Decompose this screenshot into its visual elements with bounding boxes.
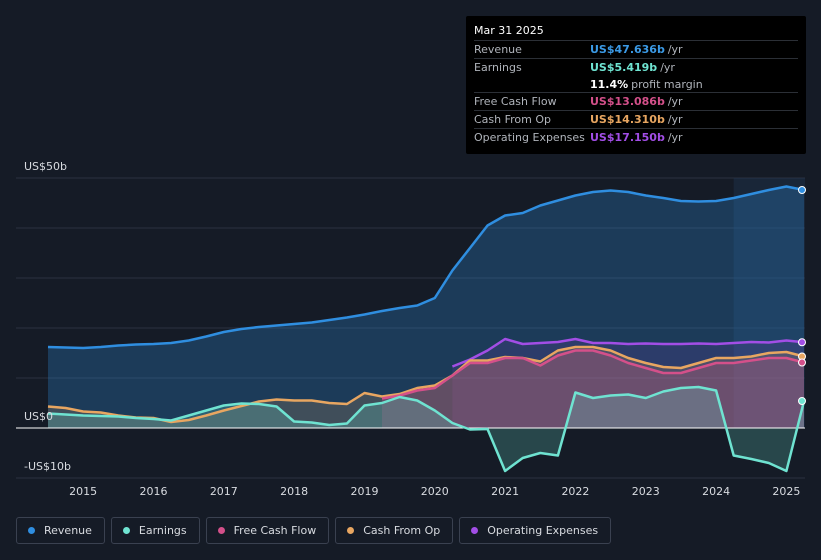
grid-lines xyxy=(16,177,805,479)
tooltip-unit: /yr xyxy=(667,95,683,108)
legend-dot xyxy=(471,527,479,534)
legend-dot xyxy=(122,527,130,534)
x-tick-label: 2015 xyxy=(69,485,97,498)
area-revenue xyxy=(48,186,804,428)
tooltip-row-fcf: Free Cash Flow US$13.086b /yr xyxy=(474,92,798,110)
x-tick-label: 2023 xyxy=(632,485,660,498)
chart-canvas: 2015 2016 2017 2018 2019 2020 2021 2022 2023 2024… xyxy=(16,177,806,498)
tooltip-row-opex: Operating Expenses US$17.150b /yr xyxy=(474,128,798,146)
legend-dot xyxy=(347,527,355,534)
tooltip-label: Free Cash Flow xyxy=(474,95,557,108)
x-tick-label: 2022 xyxy=(561,485,589,498)
x-tick-label: 2016 xyxy=(139,485,167,498)
tooltip-value: US$13.086b xyxy=(590,95,665,108)
x-axis-ticks: 2015 2016 2017 2018 2019 2020 2021 2022 2023 2024… xyxy=(69,485,800,498)
tooltip-unit: profit margin xyxy=(631,77,703,91)
tooltip-label: Earnings xyxy=(474,61,522,74)
data-tooltip: Mar 31 2025 Revenue US$47.636b /yr Earni… xyxy=(466,16,806,154)
legend-label: Cash From Op xyxy=(363,524,441,537)
y-tick-label-zero: US$0 xyxy=(24,410,54,423)
end-dot-operating-expenses xyxy=(798,338,806,347)
tooltip-unit: /yr xyxy=(667,131,683,144)
legend-item-earnings[interactable]: Earnings xyxy=(110,517,200,544)
chart-legend: Revenue Earnings Free Cash Flow Cash Fro… xyxy=(16,517,612,544)
legend-item-free-cash-flow[interactable]: Free Cash Flow xyxy=(205,517,330,544)
line-revenue xyxy=(47,185,805,350)
legend-item-cash-from-op[interactable]: Cash From Op xyxy=(335,517,454,544)
y-tick-label-top: US$50b xyxy=(24,160,68,173)
end-dot-free-cash-flow xyxy=(798,358,806,367)
forecast-region xyxy=(733,178,805,428)
legend-label: Revenue xyxy=(44,524,92,537)
legend-label: Operating Expenses xyxy=(487,524,599,537)
x-tick-label: 2019 xyxy=(350,485,378,498)
tooltip-value: US$47.636b xyxy=(590,43,665,56)
tooltip-value: US$17.150b xyxy=(590,131,665,144)
x-tick-label: 2020 xyxy=(421,485,449,498)
legend-item-operating-expenses[interactable]: Operating Expenses xyxy=(459,517,612,544)
series-lines xyxy=(47,185,806,473)
line-operating-expenses xyxy=(451,337,805,368)
legend-label: Free Cash Flow xyxy=(233,524,317,537)
legend-item-revenue[interactable]: Revenue xyxy=(16,517,105,544)
line-free-cash-flow xyxy=(381,349,805,400)
y-tick-label-bottom: -US$10b xyxy=(24,460,71,473)
tooltip-row-margin: 11.4% profit margin xyxy=(474,76,798,92)
tooltip-unit: /yr xyxy=(660,61,675,74)
series-end-dots xyxy=(798,186,806,405)
end-dot-revenue xyxy=(798,186,806,194)
area-free-cash-flow xyxy=(382,350,804,428)
tooltip-value: US$14.310b xyxy=(590,113,665,126)
tooltip-label: Operating Expenses xyxy=(474,131,585,144)
x-tick-label: 2021 xyxy=(491,485,519,498)
tooltip-date: Mar 31 2025 xyxy=(474,24,544,37)
x-tick-label: 2024 xyxy=(702,485,730,498)
tooltip-value: 11.4% xyxy=(590,77,629,91)
tooltip-label: Revenue xyxy=(474,43,522,56)
x-tick-label: 2017 xyxy=(210,485,238,498)
line-earnings xyxy=(47,385,806,473)
tooltip-unit: /yr xyxy=(667,43,683,56)
tooltip-row-earnings: Earnings US$5.419b /yr xyxy=(474,58,798,76)
tooltip-label: Cash From Op xyxy=(474,113,552,126)
x-tick-label: 2025 xyxy=(772,485,800,498)
line-cash-from-op xyxy=(47,345,805,424)
legend-dot xyxy=(217,527,225,534)
tooltip-value: US$5.419b xyxy=(590,61,658,74)
tooltip-unit: /yr xyxy=(667,113,683,126)
end-dot-earnings xyxy=(798,397,806,405)
x-tick-label: 2018 xyxy=(280,485,308,498)
tooltip-row-revenue: Revenue US$47.636b /yr xyxy=(474,40,798,58)
tooltip-row-cfo: Cash From Op US$14.310b /yr xyxy=(474,110,798,128)
legend-label: Earnings xyxy=(138,524,187,537)
legend-dot xyxy=(28,527,35,534)
